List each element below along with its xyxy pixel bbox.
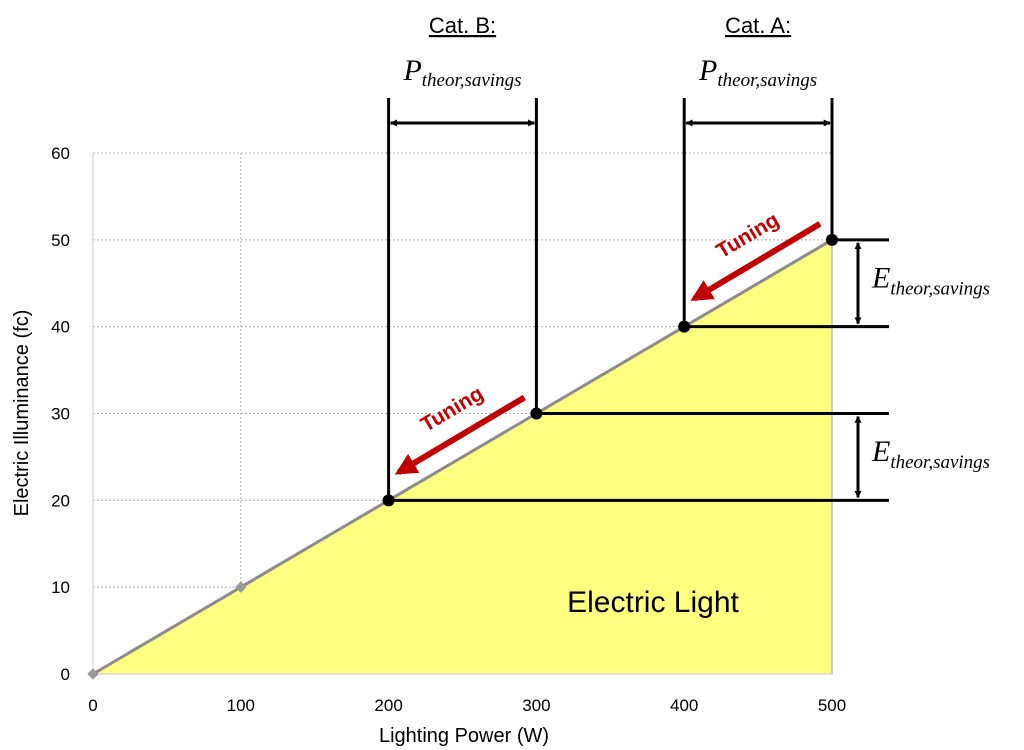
- tuning-arrow: [394, 394, 526, 475]
- tick-labels: 0 10 20 30 40 50 60 0 100 200 300 400 500: [51, 144, 846, 715]
- y-tick-label: 30: [51, 405, 70, 424]
- data-point-marker: [826, 233, 838, 246]
- y-tick-label: 50: [51, 231, 70, 250]
- data-point-marker: [235, 581, 247, 593]
- y-axis-title: Electric Illuminance (fc): [11, 310, 33, 517]
- y-tick-label: 10: [51, 578, 70, 597]
- y-tick-label: 0: [61, 665, 70, 684]
- category-title: Cat. A:: [725, 13, 791, 38]
- y-tick-label: 40: [51, 318, 70, 337]
- p-theor-savings-label: Ptheor,savings: [698, 54, 817, 91]
- annotations: Cat. B:Ptheor,savingsEtheor,savingsTunin…: [387, 13, 990, 502]
- x-tick-label: 300: [522, 696, 550, 715]
- x-tick-label: 500: [818, 696, 846, 715]
- axes: [92, 153, 832, 675]
- e-theor-savings-label: Etheor,savings: [871, 435, 990, 473]
- x-tick-label: 400: [670, 696, 698, 715]
- area-layer: [92, 238, 833, 676]
- p-theor-savings-label: Ptheor,savings: [402, 54, 521, 91]
- series-line: [92, 238, 833, 676]
- y-tick-label: 20: [51, 491, 70, 510]
- x-tick-label: 200: [374, 696, 402, 715]
- y-tick-label: 60: [51, 144, 70, 163]
- data-point-marker: [382, 494, 395, 507]
- x-axis-title: Lighting Power (W): [379, 725, 549, 747]
- data-point-marker: [530, 407, 543, 420]
- tuning-arrow: [690, 221, 822, 302]
- x-tick-label: 100: [227, 696, 255, 715]
- data-point-marker: [678, 320, 691, 333]
- category-title: Cat. B:: [429, 13, 496, 38]
- area-label: Electric Light: [567, 586, 739, 619]
- e-theor-savings-label: Etheor,savings: [871, 261, 990, 299]
- x-tick-label: 0: [88, 696, 97, 715]
